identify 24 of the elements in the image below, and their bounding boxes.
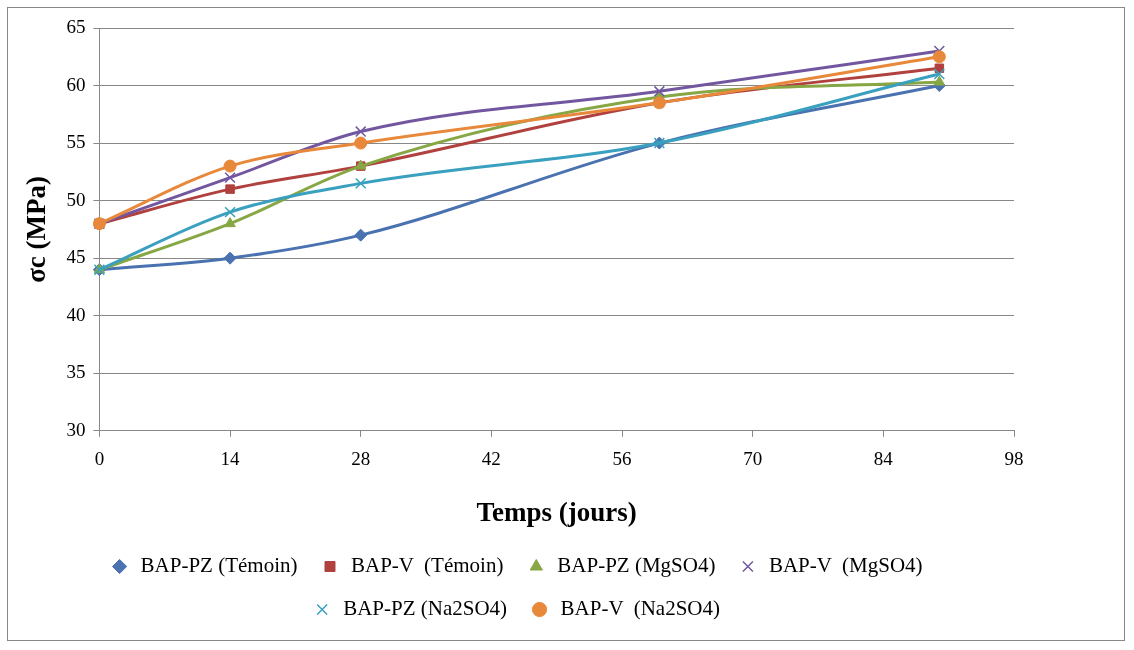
legend-label: BAP-V (Témoin) <box>350 553 504 578</box>
x-tick-label: 28 <box>351 448 371 470</box>
legend-label: BAP-V (Na2SO4) <box>560 596 720 621</box>
x-tick-label: 70 <box>743 448 763 470</box>
x-tick-label: 14 <box>220 448 241 470</box>
legend-label: BAP-V (MgSO4) <box>768 553 923 578</box>
x-tick-label: 42 <box>481 448 501 470</box>
y-tick-label: 60 <box>66 73 86 95</box>
y-tick-label: 55 <box>66 131 86 153</box>
x-tick-label: 98 <box>1004 448 1024 470</box>
y-tick-label: 45 <box>66 246 86 268</box>
y-tick-label: 30 <box>66 418 86 440</box>
y-tick-label: 65 <box>66 15 86 37</box>
y-tick-label: 40 <box>66 303 86 325</box>
x-axis-title: Temps (jours) <box>476 496 637 527</box>
legend-label: BAP-PZ (Na2SO4) <box>343 596 508 621</box>
y-tick-label: 50 <box>66 188 86 210</box>
x-tick-label: 84 <box>873 448 894 470</box>
y-axis-title: σc (MPa) <box>21 175 52 283</box>
y-tick-label: 35 <box>66 361 86 383</box>
legend-label: BAP-PZ (Témoin) <box>140 553 298 578</box>
x-tick-label: 56 <box>612 448 632 470</box>
x-tick-label: 0 <box>94 448 105 470</box>
legend-label: BAP-PZ (MgSO4) <box>557 553 716 578</box>
